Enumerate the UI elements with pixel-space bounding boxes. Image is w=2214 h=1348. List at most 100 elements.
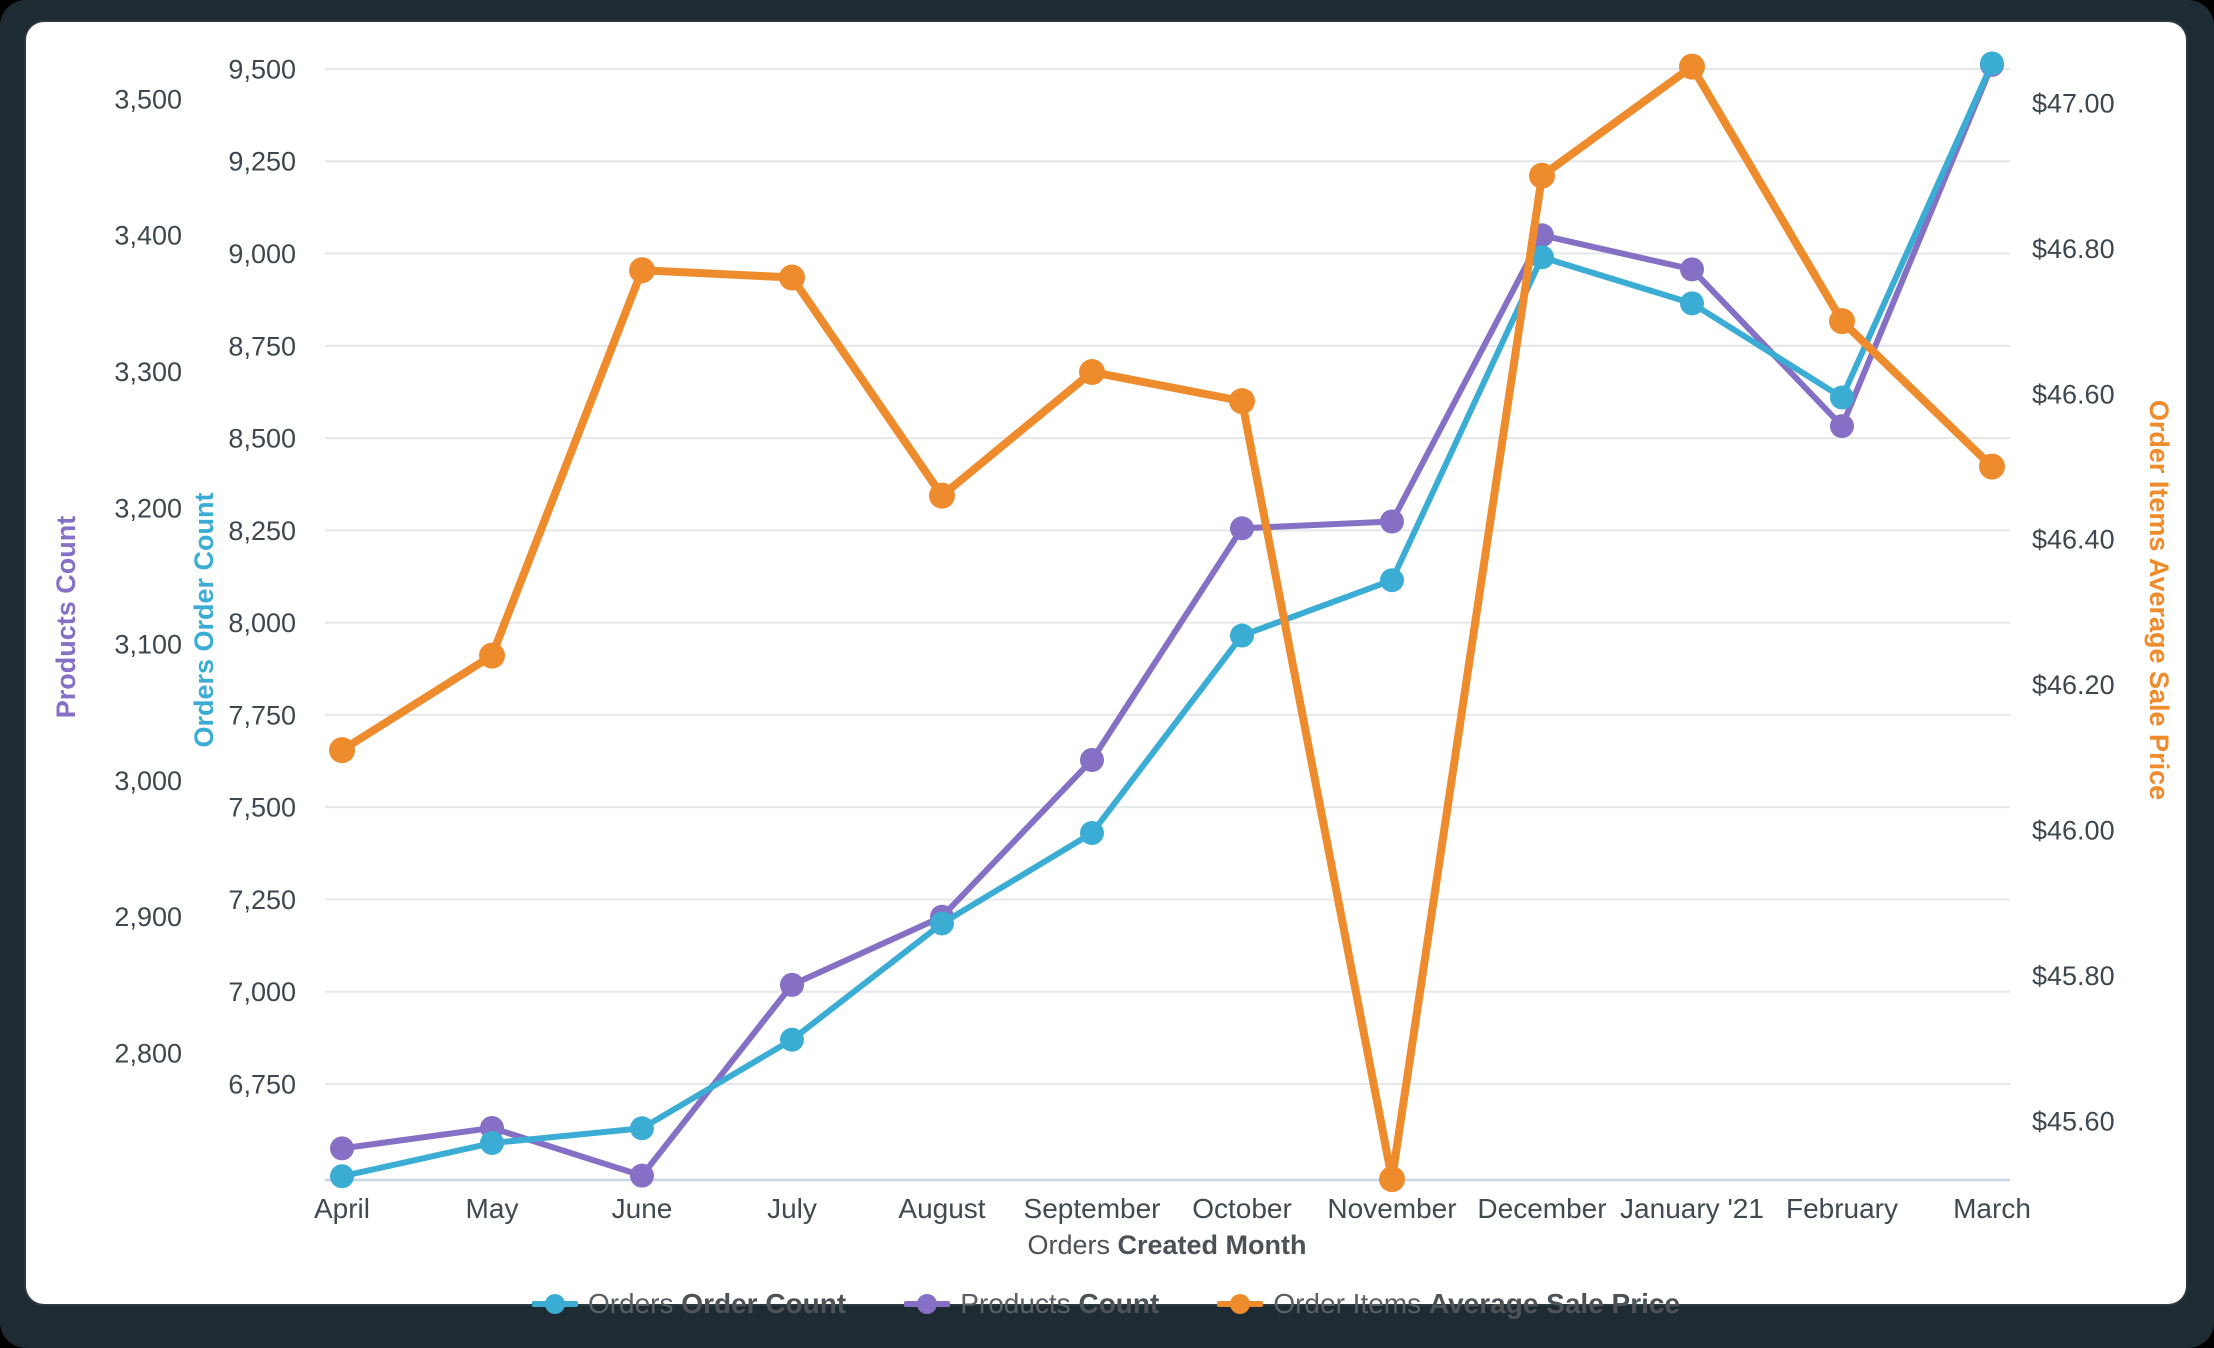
x-tick-label: June <box>612 1193 673 1224</box>
data-point-orders-March[interactable] <box>1980 51 2004 76</box>
x-tick-label: March <box>1953 1193 2031 1224</box>
y-tick-label-orders: 7,000 <box>228 977 296 1007</box>
x-axis-title-bold: Created Month <box>1118 1230 1307 1260</box>
data-point-price-August[interactable] <box>929 482 955 509</box>
legend-item-products[interactable]: Products Count <box>904 1288 1159 1320</box>
data-point-orders-December[interactable] <box>1530 245 1554 270</box>
y-tick-label-orders: 8,500 <box>228 424 296 454</box>
legend-marker-products <box>904 1294 951 1314</box>
y-tick-label-orders: 6,750 <box>228 1069 296 1099</box>
legend-item-price[interactable]: Order Items Average Sale Price <box>1217 1288 1680 1320</box>
data-point-products-June[interactable] <box>630 1163 654 1188</box>
legend-label-price: Order Items Average Sale Price <box>1273 1288 1681 1319</box>
axis-tick-labels: 3,500 3,400 3,300 3,200 3,100 3,000 2,900 2,800… <box>114 54 2114 1224</box>
legend-marker-dot <box>1230 1294 1251 1314</box>
x-axis-title-regular: Orders <box>1027 1230 1117 1260</box>
x-tick-label: February <box>1786 1193 1898 1224</box>
y-axis-title-price: Order Items Average Sale Price <box>2144 400 2174 800</box>
y-tick-label-orders: 7,750 <box>228 700 296 730</box>
y-tick-label-products: 3,500 <box>114 84 182 114</box>
x-tick-label: July <box>767 1193 817 1224</box>
y-tick-label-orders: 9,250 <box>228 147 296 177</box>
data-point-price-September[interactable] <box>1079 359 1105 386</box>
chart-series <box>329 51 2005 1193</box>
y-tick-label-products: 3,000 <box>114 766 182 796</box>
data-point-products-January '21[interactable] <box>1680 257 1704 282</box>
data-point-products-September[interactable] <box>1080 747 1104 772</box>
y-tick-label-orders: 7,250 <box>228 885 296 915</box>
series-line-orders[interactable] <box>339 60 1995 1180</box>
data-point-products-February[interactable] <box>1830 414 1854 439</box>
chart-legend: Orders Order Count Products Count Order It… <box>26 1288 2186 1320</box>
y-tick-label-orders: 8,000 <box>228 608 296 638</box>
data-point-orders-April[interactable] <box>330 1164 354 1189</box>
y-tick-label-price: $46.00 <box>2032 816 2115 846</box>
series-line-price[interactable] <box>338 62 1996 1184</box>
legend-marker-orders <box>531 1294 578 1314</box>
data-point-price-July[interactable] <box>779 264 805 291</box>
y-tick-label-orders: 8,250 <box>228 516 296 546</box>
x-tick-label: November <box>1327 1193 1456 1224</box>
data-point-orders-May[interactable] <box>480 1131 504 1156</box>
y-tick-label-price: $46.60 <box>2032 379 2115 409</box>
x-tick-label: October <box>1192 1193 1292 1224</box>
data-point-orders-August[interactable] <box>930 911 954 936</box>
data-point-price-March[interactable] <box>1979 453 2005 480</box>
y-tick-label-products: 3,400 <box>114 221 182 251</box>
y-axis-title-products: Products Count <box>51 516 81 719</box>
x-tick-label: December <box>1477 1193 1606 1224</box>
chart-card <box>26 22 2186 1304</box>
x-tick-label: May <box>466 1193 519 1224</box>
y-tick-label-price: $45.80 <box>2032 961 2115 991</box>
data-point-price-April[interactable] <box>329 737 355 764</box>
x-tick-label: April <box>314 1193 370 1224</box>
legend-label-products: Products Count <box>960 1288 1160 1319</box>
y-tick-label-products: 3,100 <box>114 630 182 660</box>
y-tick-label-products: 2,800 <box>114 1038 182 1068</box>
data-point-price-June[interactable] <box>629 257 655 284</box>
data-point-price-October[interactable] <box>1229 388 1255 415</box>
y-tick-label-price: $46.80 <box>2032 234 2115 264</box>
data-point-price-January '21[interactable] <box>1679 53 1705 80</box>
y-axis-title-orders: Orders Order Count <box>189 492 219 747</box>
y-tick-label-products: 3,200 <box>114 493 182 523</box>
y-tick-label-price: $46.40 <box>2032 525 2115 555</box>
data-point-orders-July[interactable] <box>780 1027 804 1052</box>
data-point-orders-February[interactable] <box>1830 385 1854 410</box>
x-axis-title: Orders Created Month <box>1027 1230 1306 1260</box>
legend-item-orders[interactable]: Orders Order Count <box>531 1288 847 1320</box>
data-point-orders-June[interactable] <box>630 1116 654 1141</box>
y-tick-label-orders: 9,000 <box>228 239 296 269</box>
y-tick-label-price: $46.20 <box>2032 670 2115 700</box>
y-tick-label-orders: 9,500 <box>228 54 296 84</box>
data-point-products-July[interactable] <box>780 972 804 997</box>
x-tick-label: September <box>1024 1193 1161 1224</box>
gridlines <box>325 68 2010 1182</box>
series-line-products[interactable] <box>339 61 1995 1179</box>
y-tick-label-price: $47.00 <box>2032 88 2115 118</box>
y-tick-label-price: $45.60 <box>2032 1106 2115 1136</box>
y-tick-label-products: 3,300 <box>114 357 182 387</box>
y-tick-label-products: 2,900 <box>114 902 182 932</box>
y-tick-label-orders: 8,750 <box>228 331 296 361</box>
legend-marker-dot <box>544 1294 565 1314</box>
data-point-price-February[interactable] <box>1829 308 1855 335</box>
data-point-price-December[interactable] <box>1529 162 1555 189</box>
data-point-products-April[interactable] <box>330 1136 354 1161</box>
legend-marker-price <box>1217 1294 1264 1314</box>
data-point-products-November[interactable] <box>1380 509 1404 534</box>
y-tick-label-orders: 7,500 <box>228 793 296 823</box>
x-tick-label: August <box>898 1193 985 1224</box>
data-point-orders-November[interactable] <box>1380 568 1404 593</box>
legend-label-orders: Orders Order Count <box>587 1288 847 1319</box>
x-tick-label: January '21 <box>1620 1193 1764 1224</box>
legend-marker-dot <box>917 1294 938 1314</box>
data-point-products-October[interactable] <box>1230 516 1254 541</box>
data-point-price-November[interactable] <box>1379 1166 1405 1193</box>
data-point-price-May[interactable] <box>479 642 505 669</box>
data-point-orders-October[interactable] <box>1230 623 1254 648</box>
data-point-orders-September[interactable] <box>1080 821 1104 846</box>
data-point-orders-January '21[interactable] <box>1680 291 1704 316</box>
